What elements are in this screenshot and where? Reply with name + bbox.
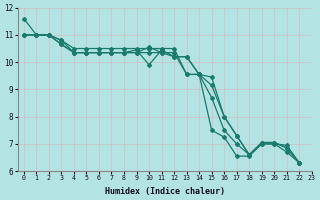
X-axis label: Humidex (Indice chaleur): Humidex (Indice chaleur) [105, 187, 225, 196]
